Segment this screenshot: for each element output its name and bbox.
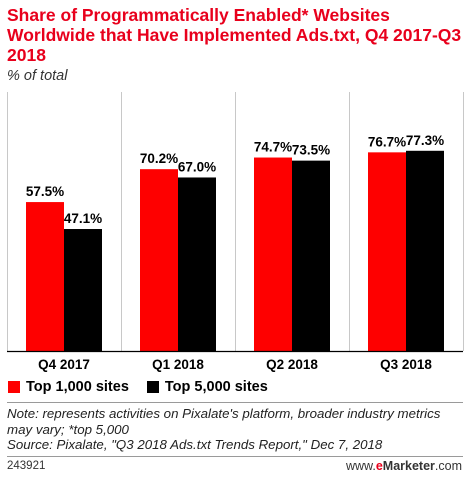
brand-name: Marketer: [382, 459, 435, 473]
legend-item-top-5000: Top 5,000 sites: [146, 379, 268, 395]
data-label: 76.7%: [368, 134, 406, 149]
divider-bottom: [7, 456, 463, 457]
x-tick-label: Q4 2017: [38, 357, 90, 372]
emarketer-logo: www.eMarketer.com: [346, 459, 462, 473]
bar-top-1000: [140, 169, 178, 351]
bar-top-1000: [26, 202, 64, 351]
x-tick-label: Q2 2018: [266, 357, 318, 372]
brand-suffix: .com: [434, 459, 462, 473]
footnote: Note: represents activities on Pixalate'…: [7, 406, 463, 453]
legend-label-top-5000: Top 5,000 sites: [164, 379, 268, 395]
source-line: Source: Pixalate, "Q3 2018 Ads.txt Trend…: [7, 437, 383, 452]
bar-top-5000: [406, 150, 444, 351]
legend: Top 1,000 sites Top 5,000 sites: [8, 379, 286, 395]
legend-swatch-black: [146, 381, 159, 393]
data-label: 47.1%: [64, 211, 102, 226]
chart-subtitle: % of total: [7, 68, 68, 84]
bar-top-1000: [254, 157, 292, 351]
data-label: 67.0%: [178, 159, 216, 174]
note-line-1: Note: represents activities on Pixalate'…: [7, 406, 441, 421]
x-tick-label: Q1 2018: [152, 357, 204, 372]
bar-top-5000: [64, 229, 102, 351]
data-label: 57.5%: [26, 184, 64, 199]
brand-e: e: [375, 459, 383, 473]
data-label: 73.5%: [292, 143, 330, 158]
divider-top: [7, 402, 463, 403]
bar-top-1000: [368, 152, 406, 351]
data-label: 77.3%: [406, 133, 444, 148]
bar-top-5000: [178, 177, 216, 351]
chart-id: 243921: [7, 460, 46, 472]
data-label: 70.2%: [140, 151, 178, 166]
data-label: 74.7%: [254, 140, 292, 155]
note-line-2: may vary; *top 5,000: [7, 421, 129, 437]
legend-label-top-1000: Top 1,000 sites: [26, 379, 129, 395]
x-tick-label: Q3 2018: [380, 357, 432, 372]
brand-prefix: www.: [345, 459, 376, 473]
chart-title: Share of Programmatically Enabled* Websi…: [7, 5, 462, 65]
legend-item-top-1000: Top 1,000 sites: [8, 379, 129, 395]
bar-top-5000: [292, 160, 330, 351]
legend-swatch-red: [8, 381, 20, 393]
